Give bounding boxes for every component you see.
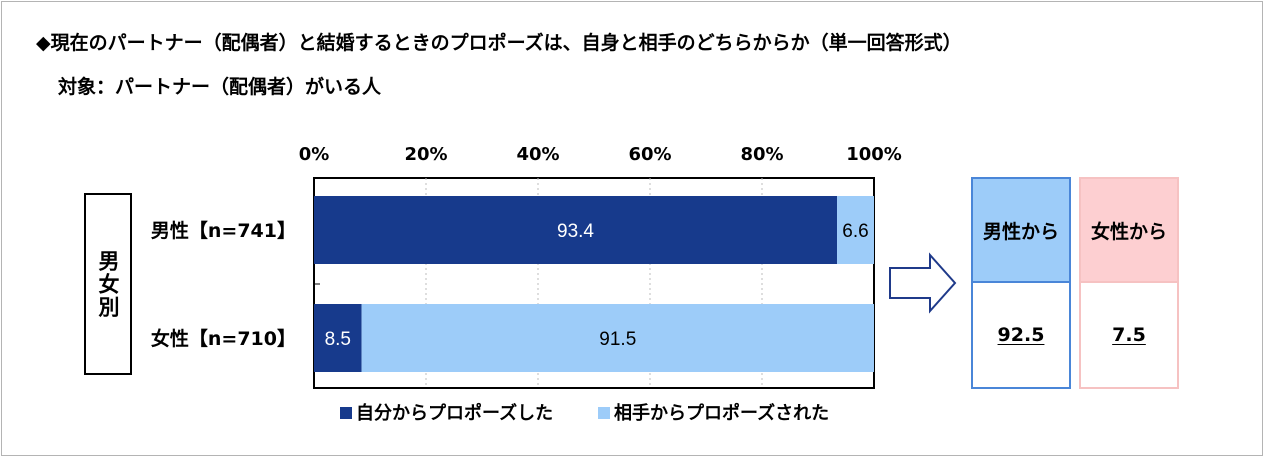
data-label: 91.5	[599, 329, 636, 350]
bar-segment	[314, 304, 362, 372]
group-label: 男女別	[96, 249, 120, 319]
chart-title: ◆現在のパートナー（配偶者）と結婚するときのプロポーズは、自身と相手のどちらから…	[36, 32, 962, 54]
chart-subtitle: 対象：パートナー（配偶者）がいる人	[58, 76, 382, 98]
summary-header-female: 女性から	[1079, 177, 1179, 283]
data-label: 93.4	[557, 221, 594, 242]
category-label: 女性【n=710】	[151, 327, 296, 350]
summary-header-male: 男性から	[971, 177, 1071, 283]
group-label-box: 男女別	[84, 193, 132, 375]
legend-label: 自分からプロポーズした	[356, 402, 553, 424]
x-tick-label: 100%	[846, 144, 902, 165]
data-label: 8.5	[325, 329, 351, 350]
x-tick-label: 40%	[516, 144, 559, 165]
bar-segment	[361, 304, 875, 372]
x-tick-label: 60%	[628, 144, 671, 165]
right-arrow-icon	[889, 252, 957, 314]
category-label: 男性【n=741】	[151, 219, 296, 242]
summary-value-male: 92.5	[971, 283, 1071, 389]
x-tick-label: 0%	[299, 144, 330, 165]
data-label: 6.6	[842, 221, 868, 242]
legend-swatch	[598, 407, 610, 419]
bar-segment	[314, 196, 838, 264]
x-tick-label: 20%	[404, 144, 447, 165]
bar-segment	[837, 196, 874, 264]
legend-label: 相手からプロポーズされた	[614, 402, 829, 424]
legend-swatch	[340, 407, 352, 419]
summary-value-female: 7.5	[1079, 283, 1179, 389]
x-tick-label: 80%	[740, 144, 783, 165]
